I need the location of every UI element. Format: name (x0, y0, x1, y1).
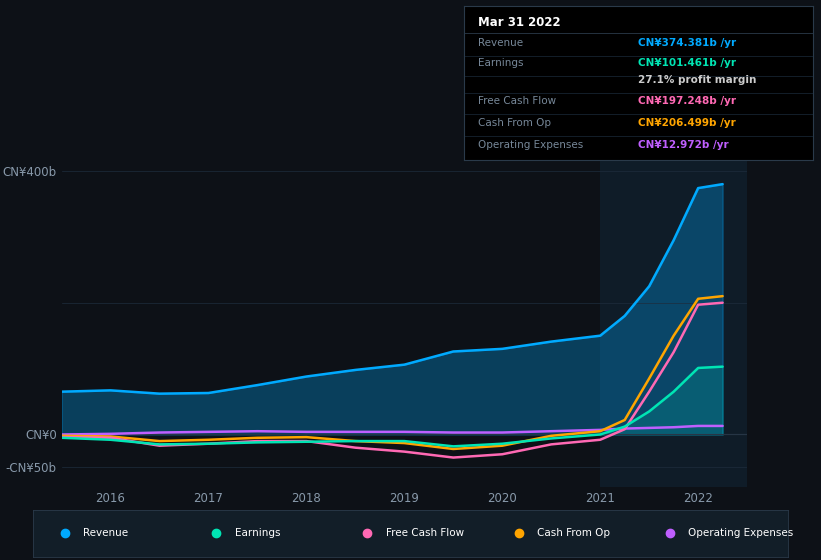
Text: CN¥101.461b /yr: CN¥101.461b /yr (639, 58, 736, 68)
Text: CN¥12.972b /yr: CN¥12.972b /yr (639, 139, 729, 150)
Text: CN¥374.381b /yr: CN¥374.381b /yr (639, 38, 736, 48)
Text: Earnings: Earnings (478, 58, 523, 68)
Text: CN¥206.499b /yr: CN¥206.499b /yr (639, 118, 736, 128)
Text: Mar 31 2022: Mar 31 2022 (478, 16, 561, 29)
Text: Free Cash Flow: Free Cash Flow (386, 529, 464, 538)
Text: Operating Expenses: Operating Expenses (478, 139, 583, 150)
Text: Cash From Op: Cash From Op (537, 529, 610, 538)
Text: Free Cash Flow: Free Cash Flow (478, 96, 556, 106)
Text: Cash From Op: Cash From Op (478, 118, 551, 128)
Text: Revenue: Revenue (478, 38, 523, 48)
Text: Earnings: Earnings (235, 529, 280, 538)
Text: 27.1% profit margin: 27.1% profit margin (639, 75, 757, 85)
Text: CN¥197.248b /yr: CN¥197.248b /yr (639, 96, 736, 106)
Text: Revenue: Revenue (84, 529, 129, 538)
Text: Operating Expenses: Operating Expenses (688, 529, 793, 538)
Bar (600, 151, 747, 487)
